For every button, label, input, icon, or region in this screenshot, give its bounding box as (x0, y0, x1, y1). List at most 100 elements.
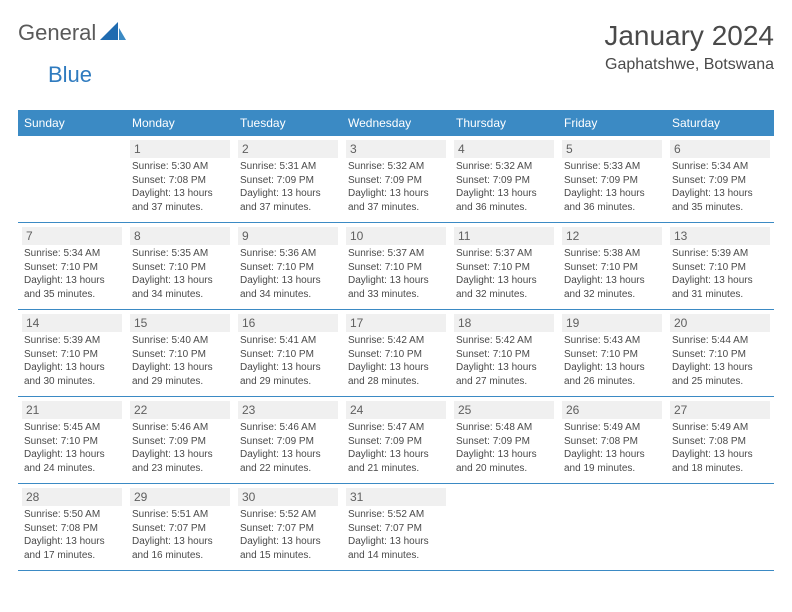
brand-logo: General (18, 20, 128, 46)
calendar-body: 1 Sunrise: 5:30 AMSunset: 7:08 PMDaylight… (18, 136, 774, 571)
calendar-cell: 21 Sunrise: 5:45 AMSunset: 7:10 PMDayligh… (18, 397, 126, 484)
day-info: Sunrise: 5:51 AMSunset: 7:07 PMDaylight:… (130, 508, 230, 562)
day-number: 29 (130, 488, 230, 506)
calendar-cell: 19 Sunrise: 5:43 AMSunset: 7:10 PMDayligh… (558, 310, 666, 397)
day-info: Sunrise: 5:44 AMSunset: 7:10 PMDaylight:… (670, 334, 770, 388)
day-info: Sunrise: 5:36 AMSunset: 7:10 PMDaylight:… (238, 247, 338, 301)
calendar-row: 7Sunrise: 5:34 AMSunset: 7:10 PMDaylight… (18, 223, 774, 310)
day-number: 31 (346, 488, 446, 506)
day-number: 20 (670, 314, 770, 332)
brand-sail-icon (100, 22, 126, 45)
calendar-cell: 6 Sunrise: 5:34 AMSunset: 7:09 PMDaylight… (666, 136, 774, 223)
weekday-monday: Monday (126, 110, 234, 136)
day-info: Sunrise: 5:46 AMSunset: 7:09 PMDaylight:… (238, 421, 338, 475)
day-info: Sunrise: 5:38 AMSunset: 7:10 PMDaylight:… (562, 247, 662, 301)
calendar-cell: 12 Sunrise: 5:38 AMSunset: 7:10 PMDayligh… (558, 223, 666, 310)
day-number: 13 (670, 227, 770, 245)
calendar-cell: 8 Sunrise: 5:35 AMSunset: 7:10 PMDaylight… (126, 223, 234, 310)
calendar-cell: 4 Sunrise: 5:32 AMSunset: 7:09 PMDaylight… (450, 136, 558, 223)
calendar-row: 28 Sunrise: 5:50 AMSunset: 7:08 PMDayligh… (18, 484, 774, 571)
day-info: Sunrise: 5:32 AMSunset: 7:09 PMDaylight:… (454, 160, 554, 214)
day-info: Sunrise: 5:40 AMSunset: 7:10 PMDaylight:… (130, 334, 230, 388)
calendar-cell: 7Sunrise: 5:34 AMSunset: 7:10 PMDaylight… (18, 223, 126, 310)
day-number: 3 (346, 140, 446, 158)
day-info: Sunrise: 5:42 AMSunset: 7:10 PMDaylight:… (346, 334, 446, 388)
calendar-cell: 15 Sunrise: 5:40 AMSunset: 7:10 PMDayligh… (126, 310, 234, 397)
calendar-cell: 11Sunrise: 5:37 AMSunset: 7:10 PMDayligh… (450, 223, 558, 310)
calendar-cell: 28 Sunrise: 5:50 AMSunset: 7:08 PMDayligh… (18, 484, 126, 571)
calendar-cell: 9Sunrise: 5:36 AMSunset: 7:10 PMDaylight… (234, 223, 342, 310)
weekday-header-row: Sunday Monday Tuesday Wednesday Thursday… (18, 110, 774, 136)
calendar-cell: 24 Sunrise: 5:47 AMSunset: 7:09 PMDayligh… (342, 397, 450, 484)
weekday-thursday: Thursday (450, 110, 558, 136)
calendar-cell: 29 Sunrise: 5:51 AMSunset: 7:07 PMDayligh… (126, 484, 234, 571)
calendar-cell (666, 484, 774, 571)
day-number: 28 (22, 488, 122, 506)
day-number: 19 (562, 314, 662, 332)
day-number: 30 (238, 488, 338, 506)
day-info: Sunrise: 5:30 AMSunset: 7:08 PMDaylight:… (130, 160, 230, 214)
day-number: 2 (238, 140, 338, 158)
day-info: Sunrise: 5:45 AMSunset: 7:10 PMDaylight:… (22, 421, 122, 475)
day-number: 21 (22, 401, 122, 419)
day-number: 25 (454, 401, 554, 419)
calendar-cell: 13 Sunrise: 5:39 AMSunset: 7:10 PMDayligh… (666, 223, 774, 310)
weekday-saturday: Saturday (666, 110, 774, 136)
calendar-cell: 22Sunrise: 5:46 AMSunset: 7:09 PMDayligh… (126, 397, 234, 484)
day-info: Sunrise: 5:48 AMSunset: 7:09 PMDaylight:… (454, 421, 554, 475)
day-info: Sunrise: 5:50 AMSunset: 7:08 PMDaylight:… (22, 508, 122, 562)
brand-text-blue: Blue (48, 62, 92, 87)
calendar-cell: 25 Sunrise: 5:48 AMSunset: 7:09 PMDayligh… (450, 397, 558, 484)
calendar-cell: 2 Sunrise: 5:31 AMSunset: 7:09 PMDaylight… (234, 136, 342, 223)
calendar-row: 1 Sunrise: 5:30 AMSunset: 7:08 PMDaylight… (18, 136, 774, 223)
calendar-cell (450, 484, 558, 571)
day-number: 14 (22, 314, 122, 332)
weekday-sunday: Sunday (18, 110, 126, 136)
calendar-cell: 16Sunrise: 5:41 AMSunset: 7:10 PMDayligh… (234, 310, 342, 397)
day-number: 15 (130, 314, 230, 332)
calendar-cell: 18Sunrise: 5:42 AMSunset: 7:10 PMDayligh… (450, 310, 558, 397)
calendar-cell: 1 Sunrise: 5:30 AMSunset: 7:08 PMDaylight… (126, 136, 234, 223)
day-info: Sunrise: 5:49 AMSunset: 7:08 PMDaylight:… (670, 421, 770, 475)
calendar-cell: 5 Sunrise: 5:33 AMSunset: 7:09 PMDaylight… (558, 136, 666, 223)
day-number: 17 (346, 314, 446, 332)
calendar-cell: 26 Sunrise: 5:49 AMSunset: 7:08 PMDayligh… (558, 397, 666, 484)
day-info: Sunrise: 5:52 AMSunset: 7:07 PMDaylight:… (346, 508, 446, 562)
calendar-cell (18, 136, 126, 223)
day-number: 26 (562, 401, 662, 419)
day-number: 24 (346, 401, 446, 419)
day-number: 6 (670, 140, 770, 158)
calendar-row: 21 Sunrise: 5:45 AMSunset: 7:10 PMDayligh… (18, 397, 774, 484)
day-info: Sunrise: 5:35 AMSunset: 7:10 PMDaylight:… (130, 247, 230, 301)
day-info: Sunrise: 5:39 AMSunset: 7:10 PMDaylight:… (670, 247, 770, 301)
weekday-tuesday: Tuesday (234, 110, 342, 136)
month-title: January 2024 (604, 20, 774, 52)
day-info: Sunrise: 5:31 AMSunset: 7:09 PMDaylight:… (238, 160, 338, 214)
day-info: Sunrise: 5:46 AMSunset: 7:09 PMDaylight:… (130, 421, 230, 475)
day-info: Sunrise: 5:49 AMSunset: 7:08 PMDaylight:… (562, 421, 662, 475)
calendar-cell: 10Sunrise: 5:37 AMSunset: 7:10 PMDayligh… (342, 223, 450, 310)
calendar-cell: 17 Sunrise: 5:42 AMSunset: 7:10 PMDayligh… (342, 310, 450, 397)
day-number: 8 (130, 227, 230, 245)
day-number: 1 (130, 140, 230, 158)
day-info: Sunrise: 5:32 AMSunset: 7:09 PMDaylight:… (346, 160, 446, 214)
day-info: Sunrise: 5:37 AMSunset: 7:10 PMDaylight:… (454, 247, 554, 301)
day-info: Sunrise: 5:43 AMSunset: 7:10 PMDaylight:… (562, 334, 662, 388)
day-info: Sunrise: 5:34 AMSunset: 7:09 PMDaylight:… (670, 160, 770, 214)
day-number: 5 (562, 140, 662, 158)
day-info: Sunrise: 5:52 AMSunset: 7:07 PMDaylight:… (238, 508, 338, 562)
day-number: 4 (454, 140, 554, 158)
brand-text-general: General (18, 20, 96, 46)
calendar-cell: 30 Sunrise: 5:52 AMSunset: 7:07 PMDayligh… (234, 484, 342, 571)
day-number: 23 (238, 401, 338, 419)
day-number: 12 (562, 227, 662, 245)
day-info: Sunrise: 5:47 AMSunset: 7:09 PMDaylight:… (346, 421, 446, 475)
day-info: Sunrise: 5:39 AMSunset: 7:10 PMDaylight:… (22, 334, 122, 388)
day-number: 16 (238, 314, 338, 332)
calendar-cell: 31 Sunrise: 5:52 AMSunset: 7:07 PMDayligh… (342, 484, 450, 571)
day-info: Sunrise: 5:34 AMSunset: 7:10 PMDaylight:… (22, 247, 122, 301)
day-info: Sunrise: 5:33 AMSunset: 7:09 PMDaylight:… (562, 160, 662, 214)
calendar-cell: 3 Sunrise: 5:32 AMSunset: 7:09 PMDaylight… (342, 136, 450, 223)
day-number: 18 (454, 314, 554, 332)
calendar-cell: 23 Sunrise: 5:46 AMSunset: 7:09 PMDayligh… (234, 397, 342, 484)
